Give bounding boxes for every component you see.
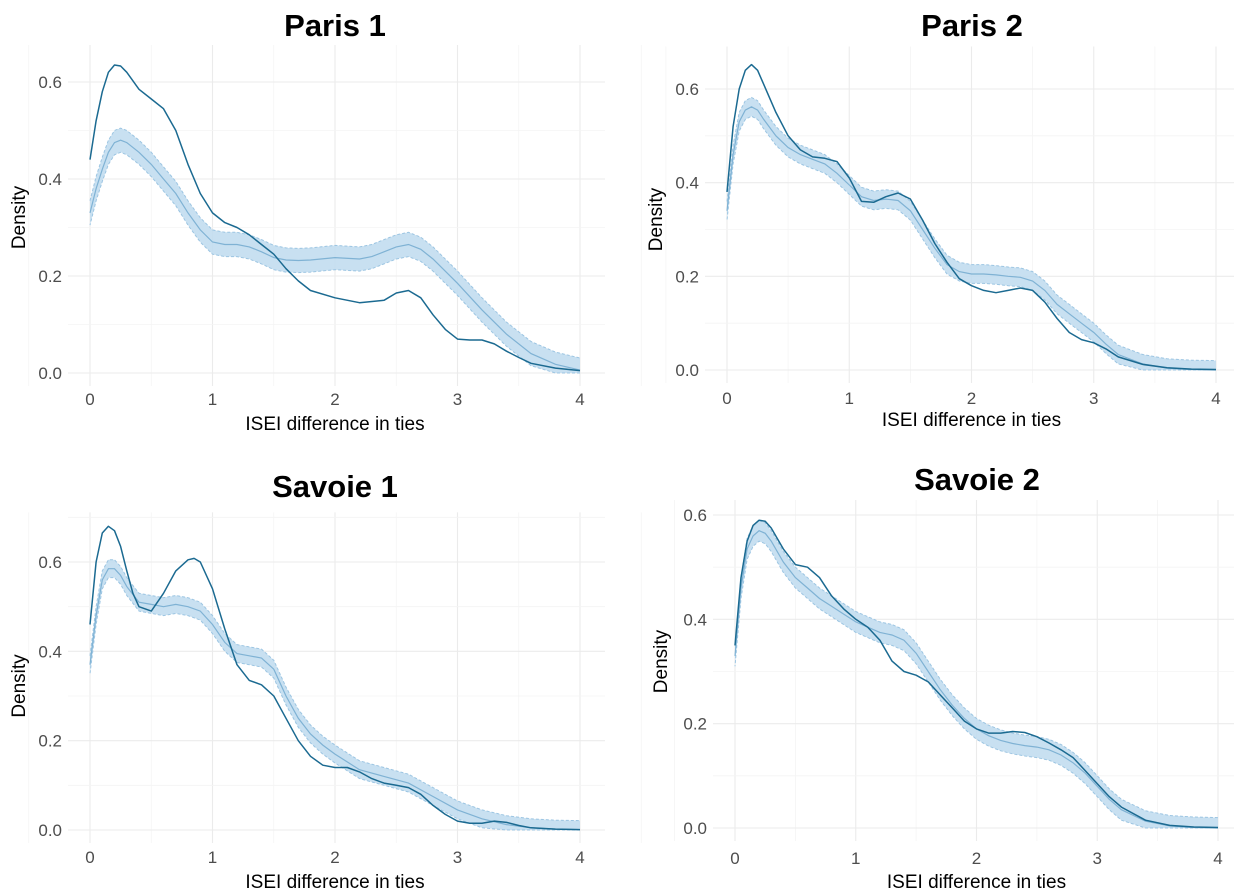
x-tick-label: 2 <box>330 390 339 409</box>
x-tick-label: 0 <box>730 849 739 868</box>
y-tick-label: 0.4 <box>38 642 62 661</box>
grid <box>28 45 642 386</box>
x-tick-label: 4 <box>1211 389 1220 408</box>
panel-paris-1: 0 1 2 3 4 0.0 0.2 0.4 0.6 Paris 1 ISEI difference … <box>9 8 642 435</box>
x-tick-label: 3 <box>1089 389 1098 408</box>
grid <box>665 46 1234 383</box>
grid <box>674 500 1234 841</box>
y-tick-label: 0.2 <box>38 732 62 751</box>
grid <box>28 512 642 843</box>
simulated-band-upper <box>89 559 581 822</box>
simulated-mean-line <box>726 106 1217 371</box>
y-tick-label: 0.0 <box>675 361 699 380</box>
observed-density-line <box>89 525 581 831</box>
y-tick-label: 0.0 <box>683 819 707 838</box>
x-tick-label: 1 <box>208 390 217 409</box>
x-tick-label: 2 <box>330 848 339 867</box>
y-tick-label: 0.2 <box>675 267 699 286</box>
y-tick-label: 0.4 <box>683 610 707 629</box>
y-axis-label: Density <box>646 187 667 251</box>
observed-density-line <box>726 63 1217 371</box>
y-axis-label: Density <box>651 629 672 693</box>
simulated-band-upper <box>726 96 1217 362</box>
y-tick-label: 0.6 <box>675 80 699 99</box>
x-tick-label: 2 <box>972 849 981 868</box>
x-tick-label: 0 <box>85 848 94 867</box>
panel-savoie-2: 0 1 2 3 4 0.0 0.2 0.4 0.6 Savoie 2 ISEI difference… <box>651 462 1234 893</box>
x-tick-label: 3 <box>453 390 462 409</box>
x-tick-label: 3 <box>453 848 462 867</box>
x-axis-label: ISEI difference in ties <box>245 414 424 435</box>
x-axis-label: ISEI difference in ties <box>245 872 424 893</box>
x-tick-label: 4 <box>575 390 584 409</box>
chart-title: Paris 2 <box>921 8 1023 43</box>
x-tick-label: 1 <box>845 389 854 408</box>
chart-title: Savoie 2 <box>914 462 1040 497</box>
y-tick-label: 0.4 <box>675 174 699 193</box>
simulated-mean-line <box>89 139 581 371</box>
y-axis-label: Density <box>9 654 30 718</box>
x-axis-label: ISEI difference in ties <box>887 872 1066 893</box>
x-tick-label: 2 <box>967 389 976 408</box>
simulated-band-upper <box>734 519 1219 819</box>
simulated-mean-line <box>89 568 581 831</box>
y-tick-label: 0.2 <box>683 715 707 734</box>
y-tick-label: 0.4 <box>38 170 62 189</box>
y-tick-label: 0.6 <box>38 553 62 572</box>
x-tick-label: 0 <box>85 390 94 409</box>
simulated-band-upper <box>89 127 581 359</box>
x-axis-label: ISEI difference in ties <box>882 410 1061 431</box>
y-axis-label: Density <box>9 185 30 249</box>
x-tick-label: 3 <box>1093 849 1102 868</box>
y-tick-label: 0.6 <box>38 73 62 92</box>
x-tick-label: 4 <box>575 848 584 867</box>
panel-savoie-1: 0 1 2 3 4 0.0 0.2 0.4 0.6 Savoie 1 ISEI difference… <box>9 469 642 893</box>
observed-density-line <box>734 519 1219 829</box>
chart-title: Savoie 1 <box>272 469 398 504</box>
simulated-mean-line <box>734 530 1219 829</box>
x-tick-label: 4 <box>1213 849 1222 868</box>
y-tick-label: 0.0 <box>38 821 62 840</box>
simulated-band <box>90 559 580 830</box>
y-tick-label: 0.6 <box>683 506 707 525</box>
x-tick-label: 1 <box>208 848 217 867</box>
x-tick-label: 1 <box>851 849 860 868</box>
simulated-band <box>90 128 580 373</box>
y-tick-label: 0.0 <box>38 364 62 383</box>
simulated-band-lower <box>726 115 1216 371</box>
y-tick-label: 0.2 <box>38 267 62 286</box>
panel-paris-2: 0 1 2 3 4 0.0 0.2 0.4 0.6 Paris 2 ISEI difference … <box>646 8 1234 431</box>
x-tick-label: 0 <box>722 389 731 408</box>
simulated-band-lower <box>89 151 580 374</box>
observed-density-line <box>89 64 581 372</box>
chart-title: Paris 1 <box>284 8 386 43</box>
simulated-band-lower <box>734 540 1218 829</box>
